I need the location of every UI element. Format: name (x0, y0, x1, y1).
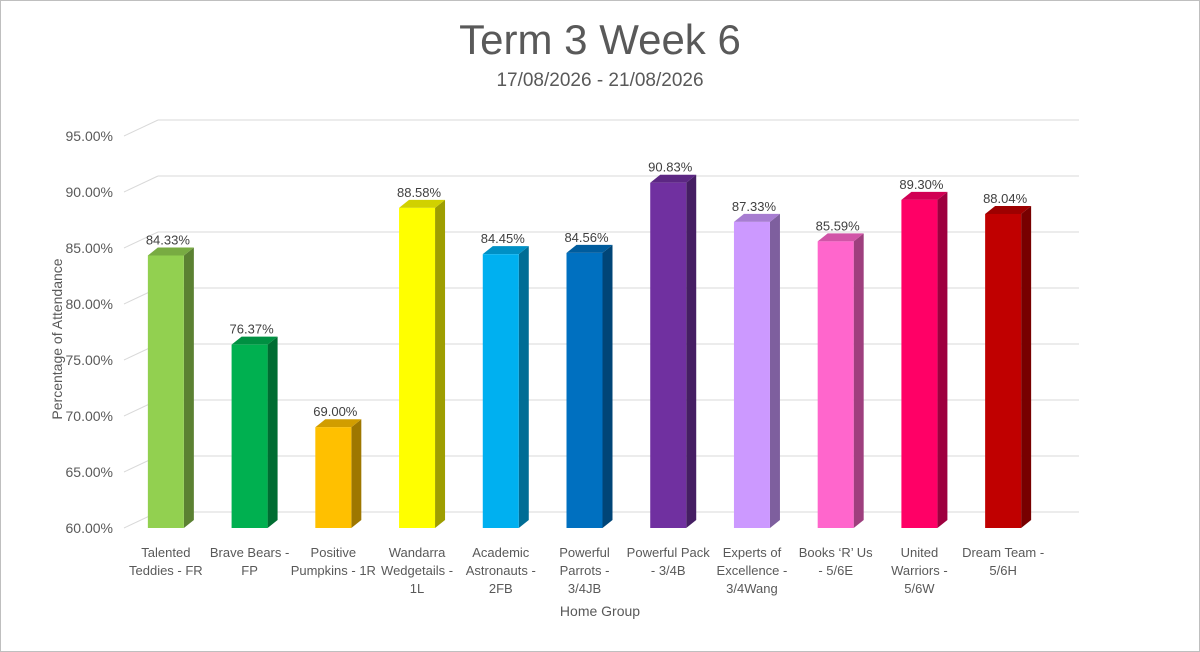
x-tick-label: 1L (410, 581, 424, 596)
x-tick-label: 5/6W (904, 581, 935, 596)
x-tick-label: Positive (311, 545, 357, 560)
bar (901, 199, 938, 528)
bar-side (686, 174, 697, 529)
data-label: 89.30% (899, 177, 944, 192)
y-tick-label: 85.00% (66, 240, 113, 256)
data-label: 87.33% (732, 199, 777, 214)
bar-side (435, 199, 446, 529)
bar (566, 252, 603, 529)
x-tick-label: Talented (141, 545, 190, 560)
bar-top (817, 233, 864, 242)
bar-top (901, 191, 948, 200)
data-label: 69.00% (313, 404, 358, 419)
x-tick-label: Wedgetails - (381, 563, 453, 578)
gridline-diagonal (123, 231, 159, 249)
x-tick-label: Parrots - (560, 563, 610, 578)
bar-side (769, 213, 780, 529)
bar-top (566, 244, 613, 253)
bar (147, 255, 184, 528)
bar-top (985, 205, 1032, 214)
bar-side (351, 419, 362, 528)
x-tick-label: Excellence - (717, 563, 788, 578)
x-tick-label: Warriors - (891, 563, 948, 578)
x-tick-label: Astronauts - (466, 563, 536, 578)
x-tick-label: Experts of (723, 545, 782, 560)
bar (817, 241, 854, 528)
bar-top (147, 247, 194, 256)
bar (315, 427, 352, 528)
data-label: 84.56% (564, 230, 609, 245)
gridline-diagonal (123, 119, 159, 137)
y-tick-label: 75.00% (66, 352, 113, 368)
bar-top (399, 199, 446, 208)
bar-side (518, 246, 529, 528)
data-label: 85.59% (816, 218, 861, 233)
x-tick-label: Pumpkins - 1R (291, 563, 376, 578)
bar-top (733, 213, 780, 222)
chart-title: Term 3 Week 6 (459, 16, 741, 63)
x-tick-label: 5/6H (989, 563, 1016, 578)
data-label: 76.37% (230, 322, 275, 337)
bar-side (602, 244, 613, 529)
x-tick-label: FP (241, 563, 258, 578)
x-axis-title: Home Group (559, 603, 641, 619)
y-tick-label: 80.00% (66, 296, 113, 312)
x-tick-label: Academic (472, 545, 530, 560)
y-tick-label: 65.00% (66, 464, 113, 480)
bar (482, 254, 519, 528)
y-tick-label: 90.00% (66, 184, 113, 200)
x-tick-label: 3/4Wang (726, 581, 778, 596)
bar-side (937, 191, 948, 528)
bar-side (853, 233, 864, 528)
bar (985, 213, 1022, 528)
bar (650, 182, 687, 529)
bar (399, 207, 436, 529)
x-tick-label: Dream Team - (962, 545, 1044, 560)
bar-top (482, 246, 529, 255)
bar-side (183, 247, 194, 528)
x-tick-label: 2FB (489, 581, 513, 596)
bar (733, 221, 770, 529)
x-tick-label: 3/4JB (568, 581, 601, 596)
bar-top (650, 174, 697, 183)
x-tick-label: Powerful Pack (627, 545, 711, 560)
chart-subtitle: 17/08/2026 - 21/08/2026 (496, 70, 704, 91)
gridline-diagonal (123, 175, 159, 193)
x-tick-label: United (901, 545, 939, 560)
bar (231, 344, 268, 528)
bar-top (231, 336, 278, 345)
data-label: 90.83% (648, 160, 693, 175)
data-label: 84.33% (146, 233, 191, 248)
x-tick-label: Brave Bears - (210, 545, 289, 560)
x-tick-label: Books ‘R’ Us (799, 545, 873, 560)
data-label: 84.45% (481, 231, 526, 246)
x-tick-label: Teddies - FR (129, 563, 203, 578)
x-tick-label: - 5/6E (818, 563, 853, 578)
y-tick-label: 70.00% (66, 408, 113, 424)
y-tick-label: 95.00% (66, 128, 113, 144)
data-label: 88.58% (397, 185, 442, 200)
y-tick-label: 60.00% (66, 520, 113, 536)
bar-side (1021, 205, 1032, 528)
data-label: 88.04% (983, 191, 1028, 206)
bar-top (315, 419, 362, 428)
x-tick-label: - 3/4B (651, 563, 686, 578)
bar-side (267, 336, 278, 528)
x-tick-label: Wandarra (389, 545, 446, 560)
x-tick-label: Powerful (559, 545, 610, 560)
